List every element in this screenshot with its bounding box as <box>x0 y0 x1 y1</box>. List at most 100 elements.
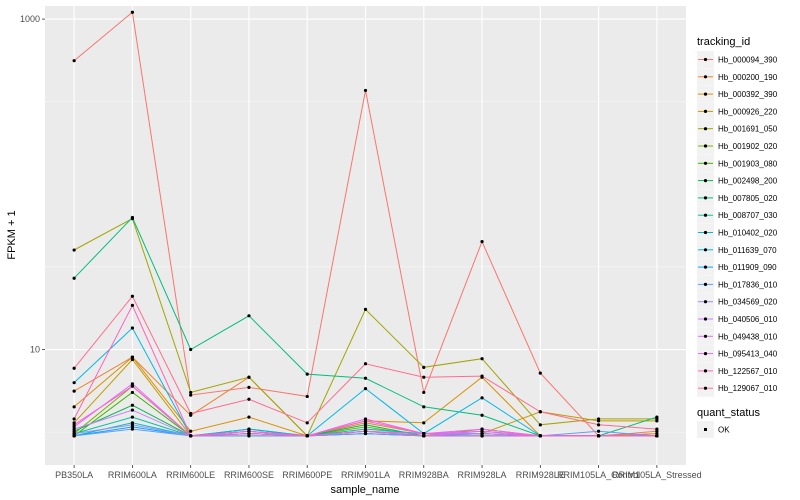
x-tick-label: RRIM901LA <box>341 470 390 480</box>
legend-key-point <box>703 369 708 373</box>
data-point <box>480 239 484 244</box>
data-point <box>596 434 601 438</box>
data-point <box>130 384 135 388</box>
data-point <box>130 294 135 298</box>
legend-label: Hb_122567_010 <box>718 367 778 376</box>
legend-key-point <box>703 213 708 217</box>
legend-item: Hb_011909_090 <box>697 258 777 276</box>
y-axis-title: FPKM + 1 <box>6 210 18 259</box>
legend-item: Hb_034569_020 <box>697 293 778 311</box>
data-point <box>422 405 426 409</box>
x-tick-label: RRIM600LE <box>166 470 215 480</box>
legend-item: Hb_000094_390 <box>697 51 778 68</box>
legend-label: Hb_010402_020 <box>718 229 778 238</box>
data-point <box>305 434 309 438</box>
data-point <box>130 215 135 220</box>
y-tick-label: 10 <box>30 345 40 355</box>
legend-title: tracking_id <box>697 36 750 48</box>
data-point <box>247 385 251 389</box>
legend-key-point <box>703 179 708 183</box>
data-point <box>480 357 484 361</box>
data-point <box>72 423 76 427</box>
x-tick-label: RRIM600SE <box>224 470 274 480</box>
legend-item: Hb_001903_080 <box>697 154 778 172</box>
legend-key-point <box>703 352 708 356</box>
x-tick-label: RRIM105LA_Control <box>557 470 640 480</box>
legend-item: Hb_017836_010 <box>697 275 778 293</box>
data-point <box>305 372 309 376</box>
data-point <box>247 431 251 436</box>
data-point <box>655 429 659 433</box>
data-point <box>72 417 76 421</box>
data-point <box>422 375 426 379</box>
x-tick-label: RRIM928BA <box>399 470 449 480</box>
data-point <box>247 415 251 419</box>
legend-key-point <box>703 317 708 321</box>
legend-label: Hb_000200_190 <box>718 73 778 82</box>
legend: tracking_id Hb_000094_390 Hb_000200_190 Hb… <box>697 36 778 438</box>
legend-key-point <box>703 57 708 62</box>
data-point <box>305 421 309 425</box>
legend-label: Hb_011909_090 <box>718 263 777 272</box>
legend-key-point <box>703 386 708 390</box>
y-axis: 10 1000 <box>20 14 45 355</box>
legend-label: Hb_049438_010 <box>718 332 778 341</box>
legend-label: Hb_002498_200 <box>718 177 778 186</box>
data-point <box>480 429 484 433</box>
data-point <box>422 421 426 425</box>
data-point <box>305 394 309 399</box>
data-point <box>130 415 135 419</box>
data-point <box>538 423 542 427</box>
data-point <box>130 326 135 330</box>
data-point <box>480 434 484 438</box>
legend-key-point <box>703 92 708 96</box>
data-point <box>130 390 135 395</box>
series-points <box>72 10 659 438</box>
legend-status-label: OK <box>718 426 730 435</box>
legend-item: Hb_008707_030 <box>697 206 778 224</box>
x-axis: PB350LA RRIM600LA RRIM600LE RRIM600SE RRIM60… <box>55 465 702 480</box>
data-point <box>655 434 659 438</box>
data-point <box>130 355 135 359</box>
data-point <box>363 376 368 380</box>
legend-item: Hb_001902_020 <box>697 137 778 155</box>
legend-label: Hb_007805_020 <box>718 194 778 203</box>
legend-label: Hb_034569_020 <box>718 298 778 307</box>
data-point <box>422 390 426 395</box>
legend-item: Hb_011639_070 <box>697 241 777 259</box>
legend-status-title: quant_status <box>697 407 760 419</box>
data-point <box>189 393 193 397</box>
data-point <box>130 408 135 412</box>
data-point <box>247 397 251 401</box>
legend-key-point <box>703 230 708 235</box>
data-point <box>655 415 659 419</box>
data-point <box>480 374 484 378</box>
legend-key-point <box>703 196 708 200</box>
data-point <box>363 88 368 93</box>
data-point <box>130 382 135 386</box>
x-tick-label: PB350LA <box>55 470 93 480</box>
legend-label: Hb_000392_390 <box>718 90 778 99</box>
data-point <box>596 423 601 427</box>
data-point <box>130 10 135 14</box>
data-point <box>130 427 135 431</box>
legend-key-point <box>703 109 708 113</box>
legend-key-point <box>703 161 708 165</box>
data-point <box>72 276 76 280</box>
legend-label: Hb_011639_070 <box>718 246 777 255</box>
legend-label: Hb_129067_010 <box>718 384 778 393</box>
data-point <box>72 59 76 63</box>
legend-label: Hb_000094_390 <box>718 56 778 65</box>
data-point <box>363 429 368 433</box>
data-point <box>189 347 193 352</box>
legend-key-point <box>703 75 708 79</box>
data-point <box>72 405 76 409</box>
legend-status: OK <box>697 421 730 438</box>
legend-label: Hb_000926_220 <box>718 107 778 116</box>
data-point <box>247 434 251 438</box>
legend-key-point <box>703 248 708 252</box>
legend-item: Hb_129067_010 <box>697 379 778 397</box>
legend-key-point <box>703 300 708 304</box>
data-point <box>72 429 76 433</box>
